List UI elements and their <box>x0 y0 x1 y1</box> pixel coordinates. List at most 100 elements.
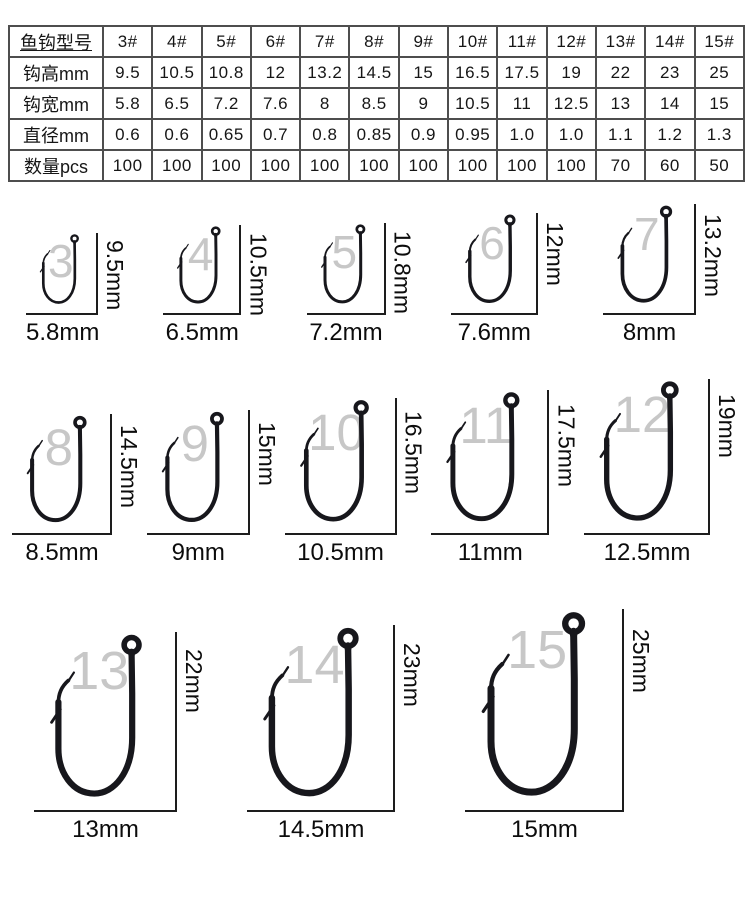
width-measure-line <box>465 810 624 812</box>
spec-value-cell: 1.2 <box>644 118 696 151</box>
hook-height-label: 19mm <box>714 393 740 458</box>
spec-value-cell: 14.5 <box>348 56 400 89</box>
hook-figure-size-5: 5 10.8mm 7.2mm <box>306 223 416 349</box>
height-measure-line <box>547 390 550 534</box>
hook-height-label: 22mm <box>181 649 207 714</box>
hook-height-label: 23mm <box>399 642 425 707</box>
hook-size-number: 12 <box>613 386 671 444</box>
height-measure-line <box>394 398 397 534</box>
size-column-header-12#: 12# <box>545 25 597 58</box>
spec-value-cell: 0.6 <box>151 118 203 151</box>
spec-value-cell: 22 <box>594 56 647 89</box>
size-column-header-6#: 6# <box>249 25 302 58</box>
spec-value-cell: 0.6 <box>101 118 154 151</box>
height-measure-line <box>110 414 112 534</box>
hook-width-label: 15mm <box>511 816 578 843</box>
hook-height-label: 13.2mm <box>700 214 726 298</box>
width-measure-line <box>584 533 710 535</box>
hook-width-label: 5.8mm <box>26 319 100 346</box>
spec-value-cell: 17.5 <box>496 56 548 89</box>
spec-value-cell: 5.8 <box>101 87 154 120</box>
height-measure-line <box>239 225 242 314</box>
hook-width-label: 9mm <box>171 539 225 566</box>
spec-value-cell: 0.9 <box>397 118 450 151</box>
hook-figure-size-11: 11 17.5mm 11mm <box>431 390 580 569</box>
spec-value-cell: 100 <box>397 149 450 182</box>
hook-size-number: 13 <box>69 641 130 702</box>
height-measure-line <box>175 632 177 811</box>
spec-value-cell: 12.5 <box>545 87 597 120</box>
spec-value-cell: 19 <box>545 56 597 89</box>
width-measure-line <box>306 313 386 315</box>
spec-value-cell: 50 <box>693 149 746 182</box>
spec-value-cell: 9 <box>397 87 450 120</box>
size-column-header-4#: 4# <box>151 25 203 58</box>
fishhook-drawing <box>599 381 679 521</box>
spec-value-cell: 100 <box>101 149 154 182</box>
hook-size-number: 14 <box>284 634 345 695</box>
spec-value-cell: 100 <box>447 149 499 182</box>
hook-size-number: 4 <box>187 227 214 280</box>
spec-value-cell: 10.5 <box>151 56 203 89</box>
size-column-header-10#: 10# <box>447 25 499 58</box>
spec-value-cell: 15 <box>693 87 746 120</box>
spec-value-cell: 13 <box>594 87 647 120</box>
hook-width-label: 14.5mm <box>277 816 365 843</box>
hook-size-number: 10 <box>308 404 365 462</box>
hook-figure-size-6: 6 12mm 7.6mm <box>450 213 568 349</box>
spec-value-cell: 100 <box>348 149 400 182</box>
spec-value-cell: 13.2 <box>299 56 351 89</box>
spec-value-cell: 8.5 <box>348 87 400 120</box>
spec-value-cell: 100 <box>249 149 302 182</box>
hook-height-label: 12mm <box>541 222 568 287</box>
hook-width-label: 7.2mm <box>309 319 383 346</box>
height-measure-line <box>535 213 538 314</box>
hook-height-label: 14.5mm <box>116 425 142 509</box>
spec-value-cell: 1.1 <box>594 118 647 151</box>
hook-width-label: 6.5mm <box>165 319 239 346</box>
hook-row-small-sizes: 3 9.5mm 5.8mm 4 10.5mm 6.5mm 5 10.8mm 7.2mm 6 12mm… <box>0 204 750 349</box>
hook-figure-size-7: 7 13.2mm 8mm <box>603 204 726 349</box>
fishhook-drawing <box>39 234 79 304</box>
hook-height-label: 17.5mm <box>553 403 580 487</box>
hook-size-number: 5 <box>331 225 358 278</box>
hook-model-header: 鱼钩型号 <box>8 25 104 58</box>
spec-value-cell: 1.0 <box>496 118 548 151</box>
spec-value-cell: 0.95 <box>447 118 499 151</box>
hook-size-number: 11 <box>459 396 513 454</box>
width-measure-line <box>146 533 250 535</box>
row-label: 数量pcs <box>8 149 104 182</box>
width-measure-line <box>431 533 550 535</box>
hook-spec-table: 鱼钩型号 3# 4# 5# 6# 7# 8# 9# 10# 11# 12# 13# 14# 15# 钩高mm… <box>8 25 746 182</box>
fishhook-drawing <box>50 634 142 797</box>
fishhook-drawing <box>617 205 673 303</box>
size-column-header-3#: 3# <box>101 25 154 58</box>
spec-value-cell: 0.8 <box>299 118 351 151</box>
width-measure-line <box>603 313 696 315</box>
size-column-header-5#: 5# <box>200 25 252 58</box>
hook-figure-size-9: 9 15mm 9mm <box>146 410 280 569</box>
product-spec-sheet: 鱼钩型号 3# 4# 5# 6# 7# 8# 9# 10# 11# 12# 13# 14# 15# 钩高mm… <box>0 25 750 846</box>
hook-figure-size-3: 3 9.5mm 5.8mm <box>26 233 128 349</box>
width-measure-line <box>34 810 177 812</box>
spec-value-cell: 9.5 <box>101 56 154 89</box>
spec-value-cell: 0.85 <box>348 118 400 151</box>
hook-width-label: 10.5mm <box>297 539 384 566</box>
fishhook-drawing <box>299 400 369 522</box>
spec-value-cell: 100 <box>496 149 548 182</box>
spec-value-cell: 11 <box>496 87 548 120</box>
spec-value-cell: 16.5 <box>447 56 499 89</box>
spec-value-cell: 100 <box>151 149 203 182</box>
spec-value-cell: 23 <box>644 56 696 89</box>
spec-value-cell: 10.8 <box>200 56 252 89</box>
fishhook-drawing <box>26 415 87 523</box>
hook-height-label: 16.5mm <box>400 410 427 494</box>
height-measure-line <box>393 625 395 811</box>
fishhook-drawing <box>446 392 520 522</box>
size-column-header-11#: 11# <box>496 25 548 58</box>
hook-figure-size-10: 10 16.5mm 10.5mm <box>284 398 427 569</box>
size-column-header-7#: 7# <box>299 25 351 58</box>
hook-figure-size-15: 15 25mm 15mm <box>465 609 654 846</box>
row-label: 直径mm <box>8 118 104 151</box>
spec-value-cell: 1.0 <box>545 118 597 151</box>
